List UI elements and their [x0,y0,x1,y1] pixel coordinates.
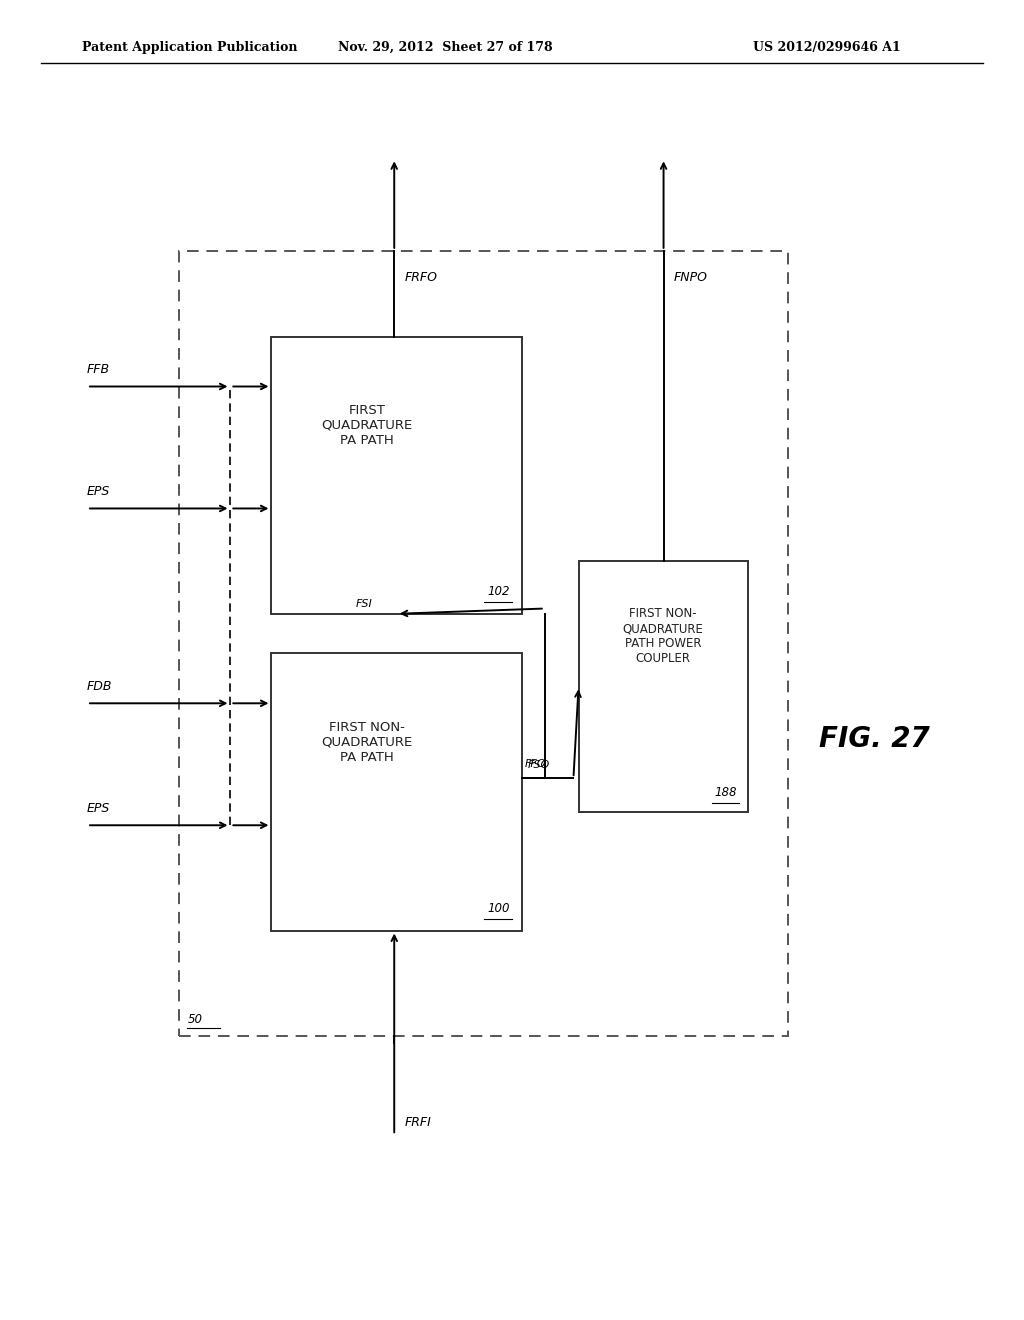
Text: FDB: FDB [87,680,113,693]
Text: FNPO: FNPO [674,271,708,284]
Bar [579,561,748,812]
Bar [179,251,788,1036]
Text: FIRST
QUADRATURE
PA PATH: FIRST QUADRATURE PA PATH [322,404,413,446]
Text: 100: 100 [487,902,510,915]
Text: EPS: EPS [87,801,111,814]
Text: Nov. 29, 2012  Sheet 27 of 178: Nov. 29, 2012 Sheet 27 of 178 [338,41,553,54]
Bar [271,653,522,931]
Text: FIRST NON-
QUADRATURE
PA PATH: FIRST NON- QUADRATURE PA PATH [322,721,413,763]
Text: FIG. 27: FIG. 27 [819,725,930,754]
Text: US 2012/0299646 A1: US 2012/0299646 A1 [753,41,900,54]
Text: 50: 50 [187,1012,203,1026]
Text: FIRST NON-
QUADRATURE
PATH POWER
COUPLER: FIRST NON- QUADRATURE PATH POWER COUPLER [623,607,703,665]
Text: FRFO: FRFO [404,271,437,284]
Text: Patent Application Publication: Patent Application Publication [82,41,297,54]
Text: FFO: FFO [524,759,546,768]
Text: FSI: FSI [356,598,373,609]
Text: EPS: EPS [87,484,111,498]
Text: FRFI: FRFI [404,1115,431,1129]
Text: FFB: FFB [87,363,111,376]
Text: 188: 188 [715,785,737,799]
Bar [271,337,522,614]
Text: FSO: FSO [527,760,550,771]
Text: 102: 102 [487,585,510,598]
